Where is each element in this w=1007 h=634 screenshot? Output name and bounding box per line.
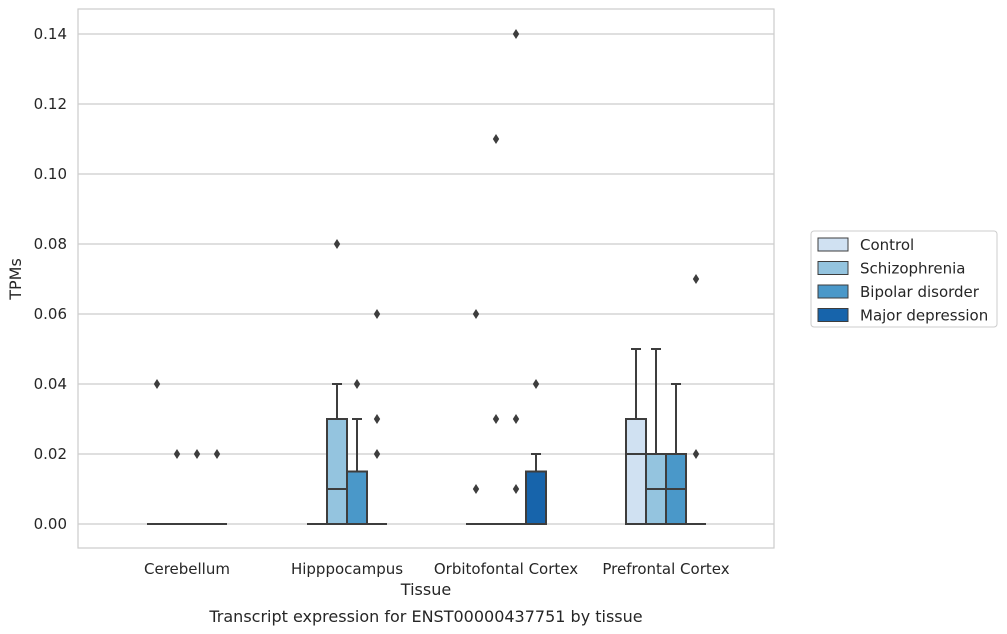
legend-swatch [817,308,849,322]
legend-label: Major depression [860,307,988,325]
chart-title: Transcript expression for ENST0000043775… [208,607,642,626]
y-tick-label: 0.08 [34,235,67,253]
x-tick-label: Cerebellum [144,560,230,578]
box-control [466,309,486,525]
box-bipolar-disorder [506,29,526,525]
box-bipolar-disorder [665,383,687,525]
y-tick-label: 0.00 [34,515,67,533]
box-bipolar-disorder [187,449,207,525]
y-tick-label: 0.02 [34,445,67,463]
outlier-point [692,274,700,284]
y-tick-label: 0.10 [34,165,67,183]
y-tick-label: 0.06 [34,305,67,323]
outlier-point [512,29,520,39]
outlier-point [153,379,161,389]
box-body [625,418,647,525]
x-tick-labels: Cerebellum Hipppocampus Orbitofontal Corte… [144,560,730,578]
plot-area-frame [77,8,775,549]
box-major-depression [367,309,387,525]
box-body [346,470,368,525]
outlier-point [512,414,520,424]
y-tick-label: 0.12 [34,95,67,113]
x-tick-label: Orbitofontal Cortex [434,560,578,578]
outlier-point [373,414,381,424]
legend-swatch [817,261,849,275]
box-control [147,379,167,525]
box-schizophrenia [645,348,667,525]
box-body [326,418,348,525]
outlier-point [173,449,181,459]
box-bipolar-disorder [346,379,368,525]
y-tick-labels: 0.00 0.02 0.04 0.06 0.08 0.10 0.12 0.14 [34,25,67,533]
y-tick-label: 0.14 [34,25,67,43]
gridlines [78,33,774,525]
box-major-depression [525,379,547,525]
legend-swatch [817,237,849,252]
outlier-point [492,414,500,424]
legend-frame [810,230,998,328]
outlier-point [193,449,201,459]
legend-swatch [817,284,849,299]
box-schizophrenia [326,239,348,525]
legend-label: Bipolar disorder [860,283,980,301]
y-tick-label: 0.04 [34,375,67,393]
box-schizophrenia [486,134,506,525]
outlier-point [472,484,480,494]
legend: Control Schizophrenia Bipolar disorder Majo… [810,230,998,328]
outlier-point [492,134,500,144]
legend-label: Control [860,236,914,254]
box-groups [147,29,706,525]
outlier-point [373,309,381,319]
box-schizophrenia [167,449,187,525]
box-major-depression [686,274,706,525]
outlier-point [512,484,520,494]
legend-label: Schizophrenia [860,260,965,278]
x-axis-title: Tissue [400,580,451,599]
outlier-point [353,379,361,389]
outlier-point [213,449,221,459]
box-control [625,348,647,525]
y-axis-title: TPMs [6,258,25,301]
box-major-depression [207,449,227,525]
outlier-point [472,309,480,319]
x-tick-label: Prefrontal Cortex [602,560,729,578]
outlier-point [333,239,341,249]
box-body [525,470,547,525]
outlier-point [532,379,540,389]
outlier-point [373,449,381,459]
x-tick-label: Hipppocampus [291,560,403,578]
outlier-point [692,449,700,459]
